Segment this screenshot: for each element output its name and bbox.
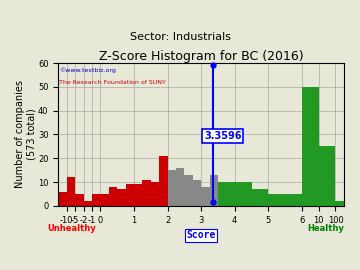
- Text: Unhealthy: Unhealthy: [48, 224, 96, 233]
- Bar: [167, 170, 176, 206]
- Bar: [218, 182, 226, 206]
- Bar: [142, 180, 151, 206]
- Bar: [134, 184, 142, 206]
- Text: Healthy: Healthy: [308, 224, 345, 233]
- Bar: [96, 194, 100, 206]
- Bar: [67, 177, 75, 206]
- Bar: [302, 87, 319, 206]
- Bar: [226, 182, 235, 206]
- Bar: [201, 187, 210, 206]
- Bar: [235, 182, 243, 206]
- Bar: [336, 201, 344, 206]
- Y-axis label: Number of companies
(573 total): Number of companies (573 total): [15, 80, 37, 188]
- Text: Sector: Industrials: Sector: Industrials: [130, 32, 230, 42]
- Bar: [319, 146, 336, 206]
- Bar: [243, 182, 252, 206]
- Bar: [84, 201, 92, 206]
- Text: 3.3596: 3.3596: [204, 131, 242, 141]
- Bar: [184, 175, 193, 206]
- Bar: [252, 189, 260, 206]
- Bar: [176, 168, 184, 206]
- Bar: [210, 175, 218, 206]
- Bar: [277, 194, 285, 206]
- Bar: [159, 156, 167, 206]
- Bar: [100, 194, 109, 206]
- Bar: [268, 194, 277, 206]
- Text: The Research Foundation of SUNY: The Research Foundation of SUNY: [59, 80, 166, 85]
- Bar: [58, 191, 67, 206]
- Bar: [109, 187, 117, 206]
- Bar: [151, 182, 159, 206]
- Bar: [193, 180, 201, 206]
- Text: ©www.textbiz.org: ©www.textbiz.org: [59, 68, 116, 73]
- Bar: [92, 194, 96, 206]
- Bar: [117, 189, 126, 206]
- Title: Z-Score Histogram for BC (2016): Z-Score Histogram for BC (2016): [99, 50, 303, 63]
- Bar: [293, 194, 302, 206]
- X-axis label: Score: Score: [186, 230, 216, 240]
- Bar: [285, 194, 293, 206]
- Bar: [260, 189, 268, 206]
- Bar: [75, 194, 84, 206]
- Bar: [126, 184, 134, 206]
